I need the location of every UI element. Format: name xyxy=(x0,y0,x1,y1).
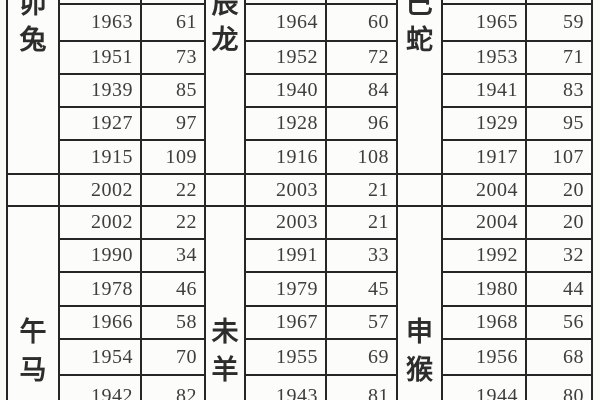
zodiac-label-horse: 午马 xyxy=(19,317,47,385)
age-cell: 80 xyxy=(527,376,591,400)
zodiac-cell-rabbit: 卯兔 xyxy=(8,0,58,173)
year-cell: 1978 xyxy=(60,273,140,305)
year-cell: 1980 xyxy=(443,273,525,305)
zodiac-cell-monkey: 申猴 xyxy=(398,207,441,400)
age-cell-cropped xyxy=(527,0,591,3)
year-cell: 1940 xyxy=(246,75,325,106)
age-cell: 20 xyxy=(527,207,591,238)
age-cell: 44 xyxy=(527,273,591,305)
age-cell: 59 xyxy=(527,5,591,40)
zodiac-label-rabbit: 卯兔 xyxy=(19,0,47,55)
age-cell: 109 xyxy=(142,141,204,173)
year-cell: 1916 xyxy=(246,141,325,173)
year-cell: 1952 xyxy=(246,42,325,73)
table-top-section: 卯兔 辰龙 巳蛇 1963 61 1964 60 1965 59 1951 73… xyxy=(6,0,593,173)
year-cell: 1917 xyxy=(443,141,525,173)
year-cell: 1963 xyxy=(60,5,140,40)
age-cell: 69 xyxy=(327,340,396,374)
zodiac-cell-horse: 午马 xyxy=(8,207,58,400)
empty-zodiac-cell xyxy=(398,175,441,205)
year-cell: 1915 xyxy=(60,141,140,173)
year-cell: 1927 xyxy=(60,108,140,139)
empty-zodiac-cell xyxy=(206,175,244,205)
age-cell: 32 xyxy=(527,240,591,271)
age-cell: 21 xyxy=(327,175,396,205)
zodiac-label-dragon: 辰龙 xyxy=(211,0,239,55)
year-cell: 2003 xyxy=(246,175,325,205)
year-cell: 1928 xyxy=(246,108,325,139)
age-cell: 70 xyxy=(142,340,204,374)
year-cell: 1968 xyxy=(443,307,525,338)
age-cell: 58 xyxy=(142,307,204,338)
zodiac-label-goat: 未羊 xyxy=(211,317,239,385)
age-cell: 22 xyxy=(142,175,204,205)
age-cell: 45 xyxy=(327,273,396,305)
age-cell: 61 xyxy=(142,5,204,40)
year-cell-cropped xyxy=(60,0,140,3)
age-cell: 83 xyxy=(527,75,591,106)
year-cell: 1942 xyxy=(60,376,140,400)
age-cell: 108 xyxy=(327,141,396,173)
age-cell: 85 xyxy=(142,75,204,106)
year-cell: 2002 xyxy=(60,175,140,205)
age-cell: 68 xyxy=(527,340,591,374)
year-cell: 1956 xyxy=(443,340,525,374)
year-cell: 2003 xyxy=(246,207,325,238)
age-cell-cropped xyxy=(327,0,396,3)
age-cell-cropped xyxy=(142,0,204,3)
age-cell: 46 xyxy=(142,273,204,305)
age-cell: 95 xyxy=(527,108,591,139)
year-cell: 1939 xyxy=(60,75,140,106)
age-cell: 33 xyxy=(327,240,396,271)
zodiac-label-snake: 巳蛇 xyxy=(405,0,433,55)
age-cell: 34 xyxy=(142,240,204,271)
zodiac-cell-dragon: 辰龙 xyxy=(206,0,244,173)
year-cell: 2004 xyxy=(443,175,525,205)
age-cell: 84 xyxy=(327,75,396,106)
age-cell: 60 xyxy=(327,5,396,40)
year-cell: 2002 xyxy=(60,207,140,238)
age-cell: 56 xyxy=(527,307,591,338)
year-cell: 1953 xyxy=(443,42,525,73)
year-cell: 1955 xyxy=(246,340,325,374)
year-cell: 2004 xyxy=(443,207,525,238)
table-bottom-section: 午马 未羊 申猴 2002 22 2003 21 2004 20 1990 34… xyxy=(6,207,593,400)
year-cell-cropped xyxy=(246,0,325,3)
zodiac-cell-goat: 未羊 xyxy=(206,207,244,400)
year-cell: 1992 xyxy=(443,240,525,271)
age-cell: 82 xyxy=(142,376,204,400)
year-cell: 1990 xyxy=(60,240,140,271)
year-cell: 1951 xyxy=(60,42,140,73)
year-cell: 1979 xyxy=(246,273,325,305)
year-cell: 1944 xyxy=(443,376,525,400)
year-cell: 1954 xyxy=(60,340,140,374)
year-cell: 1929 xyxy=(443,108,525,139)
zodiac-label-monkey: 申猴 xyxy=(405,317,433,385)
year-cell: 1991 xyxy=(246,240,325,271)
year-cell: 1966 xyxy=(60,307,140,338)
year-cell: 1943 xyxy=(246,376,325,400)
age-cell: 97 xyxy=(142,108,204,139)
year-cell: 1941 xyxy=(443,75,525,106)
age-cell: 20 xyxy=(527,175,591,205)
age-cell: 81 xyxy=(327,376,396,400)
year-cell: 1965 xyxy=(443,5,525,40)
age-cell: 71 xyxy=(527,42,591,73)
age-cell: 22 xyxy=(142,207,204,238)
year-cell-cropped xyxy=(443,0,525,3)
age-cell: 73 xyxy=(142,42,204,73)
age-cell: 96 xyxy=(327,108,396,139)
empty-zodiac-cell xyxy=(8,175,58,205)
age-cell: 107 xyxy=(527,141,591,173)
year-cell: 1967 xyxy=(246,307,325,338)
age-cell: 21 xyxy=(327,207,396,238)
zodiac-cell-snake: 巳蛇 xyxy=(398,0,441,173)
age-cell: 57 xyxy=(327,307,396,338)
age-cell: 72 xyxy=(327,42,396,73)
table-middle-row: 2002 22 2003 21 2004 20 xyxy=(6,173,593,207)
year-cell: 1964 xyxy=(246,5,325,40)
